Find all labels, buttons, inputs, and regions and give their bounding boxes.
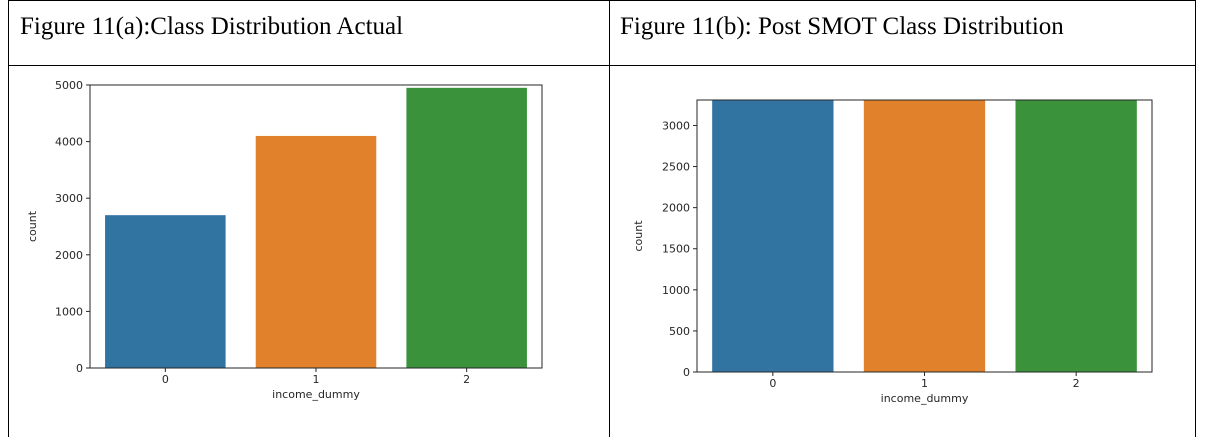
chart-b-bar-1 xyxy=(863,100,986,372)
caption-figure-11a: Figure 11(a):Class Distribution Actual xyxy=(20,13,404,40)
table-border-right xyxy=(1195,0,1196,437)
chart-b-ytick-label-0: 0 xyxy=(683,366,690,379)
table-border-left xyxy=(8,0,9,437)
table-border-middle xyxy=(609,0,610,437)
table-border-top xyxy=(8,0,1196,1)
chart-a-ytick-label-4000: 4000 xyxy=(55,136,83,149)
figure-table: Figure 11(a):Class Distribution Actual F… xyxy=(8,0,1196,437)
chart-a-bar-1 xyxy=(255,135,377,368)
chart-a-ylabel: count xyxy=(26,210,39,242)
chart-b-ylabel: count xyxy=(632,220,645,252)
chart-b-ytick-label-3000: 3000 xyxy=(662,119,690,132)
chart-b-xlabel: income_dummy xyxy=(881,392,969,405)
chart-a-ytick-label-3000: 3000 xyxy=(55,192,83,205)
chart-a-ytick-label-0: 0 xyxy=(76,362,83,375)
chart-b-xtick-label-0: 0 xyxy=(769,377,776,390)
caption-figure-11b: Figure 11(b): Post SMOT Class Distributi… xyxy=(620,13,1064,40)
chart-post-smot-class-distribution: 0 1 2 0 500 1000 1500 2000 2500 3000 income_dummy c… xyxy=(632,99,1153,405)
chart-b-plot: 0 1 2 0 500 1000 1500 2000 2500 3000 income_dummy c… xyxy=(632,99,1153,405)
chart-a-xtick-label-2: 2 xyxy=(463,373,470,386)
chart-b-ytick-label-2000: 2000 xyxy=(662,202,690,215)
chart-b-bar-0 xyxy=(712,100,834,372)
chart-a-xtick-label-1: 1 xyxy=(313,373,320,386)
chart-a-bar-2 xyxy=(406,87,527,368)
chart-a-xlabel: income_dummy xyxy=(272,388,360,401)
chart-class-distribution-actual: 0 1 2 0 1000 2000 3000 4000 5000 income_dummy coun… xyxy=(26,79,543,401)
chart-b-bar-2 xyxy=(1015,100,1137,372)
chart-a-axes-frame xyxy=(89,84,543,369)
chart-b-xtick-label-1: 1 xyxy=(921,377,928,390)
chart-a-xtick-label-0: 0 xyxy=(162,373,169,386)
chart-b-ytick-label-1500: 1500 xyxy=(662,243,690,256)
chart-b-axes-frame xyxy=(696,99,1153,373)
table-border-header xyxy=(8,65,1196,66)
chart-a-ytick-label-5000: 5000 xyxy=(55,79,83,92)
chart-a-ytick-label-1000: 1000 xyxy=(55,305,83,318)
chart-a-plot: 0 1 2 0 1000 2000 3000 4000 5000 income_dummy coun… xyxy=(26,79,543,401)
chart-b-ytick-label-500: 500 xyxy=(669,325,690,338)
chart-a-bar-0 xyxy=(105,215,226,368)
chart-b-ytick-label-2500: 2500 xyxy=(662,161,690,174)
chart-b-xtick-label-2: 2 xyxy=(1073,377,1080,390)
chart-b-ytick-label-1000: 1000 xyxy=(662,284,690,297)
chart-a-ytick-label-2000: 2000 xyxy=(55,249,83,262)
